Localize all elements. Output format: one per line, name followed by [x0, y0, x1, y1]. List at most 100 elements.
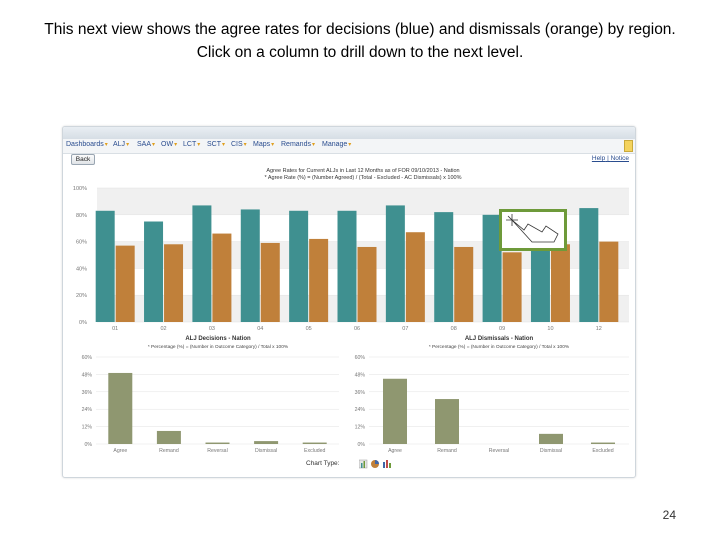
chevron-down-icon: ▾	[104, 142, 108, 148]
menu-item-lct[interactable]: LCT▾	[183, 141, 200, 148]
outcome-bar[interactable]	[302, 442, 327, 444]
chart-type-icons	[359, 459, 391, 469]
outcome-bar[interactable]	[539, 433, 563, 444]
decision-agree-bar[interactable]	[434, 212, 454, 322]
help-links: Help | Notice	[591, 155, 629, 162]
y-tick-label: 24%	[355, 407, 366, 413]
decision-agree-bar[interactable]	[579, 208, 599, 322]
dashboard-window: Dashboards▾ ALJ▾ SAA▾ OW▾ LCT▾ SCT▾ CIS▾ Maps▾ R…	[62, 126, 636, 478]
y-tick-label: 48%	[82, 372, 93, 378]
outcome-bar[interactable]	[435, 399, 459, 444]
chevron-down-icon: ▾	[222, 142, 226, 148]
y-tick-label: 24%	[82, 407, 93, 413]
lower-chart-title: ALJ Decisions - Nation	[185, 336, 251, 342]
dismissal-agree-bar[interactable]	[309, 238, 329, 322]
x-tick-label: Reversal	[489, 448, 509, 454]
charts-canvas: 0% 20% 40% 60% 80% 100% 01 02 03 04 05 06 07 08 09 10 12…	[73, 186, 629, 454]
chevron-down-icon: ▾	[271, 142, 275, 148]
x-tick-label: Agree	[113, 448, 127, 454]
y-tick-label: 48%	[355, 372, 366, 378]
chevron-down-icon: ▾	[174, 142, 178, 148]
dismissal-agree-bar[interactable]	[357, 246, 377, 322]
dismissal-agree-bar[interactable]	[115, 245, 135, 322]
collapse-tab[interactable]	[624, 140, 633, 152]
outcome-bar[interactable]	[254, 441, 279, 444]
chevron-down-icon: ▾	[243, 142, 247, 148]
main-chart-title: Agree Rates for Current ALJs in Last 12 …	[266, 168, 460, 174]
outcome-bar[interactable]	[383, 378, 407, 444]
x-tick-label: 04	[257, 326, 263, 332]
menu-bar: Dashboards▾ ALJ▾ SAA▾ OW▾ LCT▾ SCT▾ CIS▾ Maps▾ R…	[63, 139, 635, 154]
chart-type-bar-icon[interactable]	[361, 463, 363, 468]
dismissal-agree-bar[interactable]	[454, 246, 474, 322]
decision-agree-bar[interactable]	[95, 210, 115, 322]
menu-item-remands[interactable]: Remands▾	[281, 141, 315, 148]
decision-agree-bar[interactable]	[482, 214, 502, 322]
chart-type-column-icon[interactable]	[383, 462, 385, 468]
dismissal-agree-bar[interactable]	[502, 252, 522, 322]
menu-item-saa[interactable]: SAA▾	[137, 141, 155, 148]
menu-item-ow[interactable]: OW▾	[161, 141, 177, 148]
outcome-bar[interactable]	[108, 372, 133, 444]
decision-agree-bar[interactable]	[337, 210, 357, 322]
dismissal-agree-bar[interactable]	[599, 241, 619, 322]
y-tick-label: 0%	[79, 320, 87, 326]
y-tick-label: 12%	[82, 425, 93, 431]
menu-item-label: Dashboards	[66, 141, 104, 148]
x-tick-label: Reversal	[207, 448, 227, 454]
chevron-down-icon: ▾	[348, 142, 352, 148]
outcome-bar[interactable]	[156, 430, 181, 444]
menu-item-label: OW	[161, 141, 174, 148]
main-chart-subtitle: * Agree Rate (%) = (Number Agreed) / (To…	[264, 175, 462, 181]
dismissal-agree-bar[interactable]	[212, 233, 232, 322]
dismissal-agree-bar[interactable]	[260, 242, 280, 322]
menu-item-manage[interactable]: Manage▾	[322, 141, 351, 148]
y-tick-label: 36%	[82, 390, 93, 396]
menu-item-label: LCT	[183, 141, 197, 148]
lower-chart-subtitle: * Percentage (%) = (Number in Outcome Ca…	[148, 344, 289, 350]
chevron-down-icon: ▾	[197, 142, 201, 148]
x-tick-label: 09	[499, 326, 505, 332]
menu-item-alj[interactable]: ALJ▾	[113, 141, 129, 148]
x-tick-label: 03	[209, 326, 215, 332]
back-button[interactable]: Back	[71, 154, 95, 165]
menu-item-label: Manage	[322, 141, 348, 148]
page-number: 24	[662, 508, 676, 522]
outcome-bar[interactable]	[591, 442, 615, 444]
decision-agree-bar[interactable]	[240, 209, 260, 322]
menu-item-label: CIS	[231, 141, 243, 148]
menu-item-label: ALJ	[113, 141, 126, 148]
menu-item-label: SAA	[137, 141, 152, 148]
help-link[interactable]: Help	[591, 155, 606, 162]
x-tick-label: Remand	[437, 448, 457, 454]
y-tick-label: 36%	[355, 390, 366, 396]
x-tick-label: Agree	[388, 448, 402, 454]
main-chart-title-block: Agree Rates for Current ALJs in Last 12 …	[183, 168, 543, 182]
y-tick-label: 12%	[355, 425, 366, 431]
y-tick-label: 100%	[73, 186, 87, 192]
menu-item-cis[interactable]: CIS▾	[231, 141, 247, 148]
x-tick-label: 01	[112, 326, 118, 332]
outcome-bar[interactable]	[205, 442, 230, 444]
menu-item-label: Remands	[281, 141, 311, 148]
menu-item-maps[interactable]: Maps▾	[253, 141, 274, 148]
decision-agree-bar[interactable]	[144, 221, 164, 323]
x-tick-label: 12	[596, 326, 602, 332]
lower-chart-subtitle: * Percentage (%) = (Number in Outcome Ca…	[429, 344, 570, 350]
pointing-hand-icon	[506, 214, 559, 243]
x-tick-label: Dismissal	[255, 448, 277, 454]
menu-item-dashboards[interactable]: Dashboards▾	[66, 141, 108, 148]
decision-agree-bar[interactable]	[385, 205, 405, 322]
menu-item-label: Maps	[253, 141, 271, 148]
decision-agree-bar[interactable]	[192, 205, 212, 322]
y-tick-label: 20%	[76, 293, 87, 299]
dismissal-agree-bar[interactable]	[550, 244, 570, 322]
menu-item-sct[interactable]: SCT▾	[207, 141, 225, 148]
y-tick-label: 80%	[76, 213, 87, 219]
decision-agree-bar[interactable]	[289, 210, 309, 322]
notice-link[interactable]: Notice	[610, 155, 629, 162]
x-tick-label: 10	[547, 326, 553, 332]
dismissal-agree-bar[interactable]	[164, 244, 184, 322]
dismissal-agree-bar[interactable]	[405, 232, 425, 322]
chart-type-table-icon[interactable]	[359, 459, 368, 469]
